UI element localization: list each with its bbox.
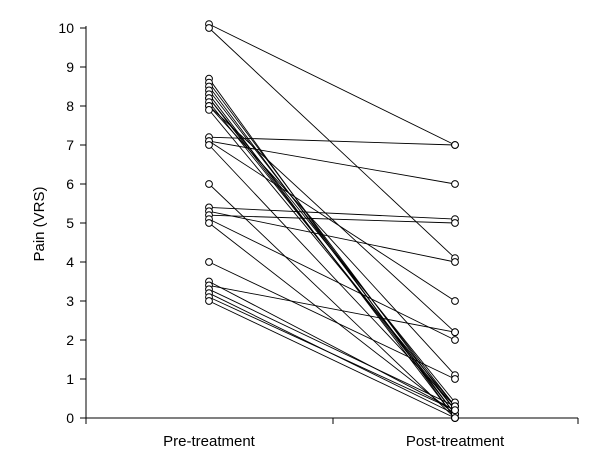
y-tick-label: 8: [66, 98, 74, 114]
y-axis-title: Pain (VRS): [31, 186, 48, 261]
data-point: [451, 258, 459, 266]
data-point: [205, 219, 213, 227]
x-category-label: Pre-treatment: [163, 433, 256, 450]
series-line: [208, 206, 456, 220]
y-tick-label: 10: [58, 20, 74, 36]
series-line: [208, 140, 456, 302]
series-line: [208, 296, 456, 411]
series-line: [208, 261, 456, 380]
data-point: [451, 141, 459, 149]
series-line: [208, 136, 456, 146]
series-line: [208, 97, 456, 403]
series-line: [208, 23, 456, 146]
series-line: [208, 300, 456, 419]
y-tick-label: 0: [66, 410, 74, 426]
y-tick-label: 2: [66, 332, 74, 348]
data-point: [205, 258, 213, 266]
series-line: [208, 281, 456, 411]
series-line: [208, 105, 456, 376]
series-line: [208, 210, 456, 263]
series-line: [208, 90, 456, 407]
data-point: [451, 336, 459, 344]
data-point: [451, 375, 459, 383]
data-point: [451, 414, 459, 422]
series-line: [208, 101, 456, 411]
y-tick-label: 6: [66, 176, 74, 192]
data-points-layer: [205, 20, 459, 422]
series-line: [208, 144, 456, 407]
series-lines-layer: [208, 23, 456, 419]
data-point: [451, 180, 459, 188]
x-category-label: Post-treatment: [406, 433, 505, 450]
series-line: [208, 140, 456, 185]
series-line: [208, 288, 456, 407]
series-line: [208, 218, 456, 341]
series-line: [208, 82, 456, 411]
data-point: [451, 406, 459, 415]
y-tick-label: 4: [66, 254, 74, 270]
series-line: [208, 284, 456, 333]
series-line: [208, 214, 456, 224]
data-point: [205, 180, 213, 188]
y-tick-label: 9: [66, 59, 74, 75]
series-line: [208, 109, 456, 407]
series-line: [208, 183, 456, 419]
axes-layer: [80, 26, 579, 424]
y-tick-label: 5: [66, 215, 74, 231]
data-point: [451, 219, 459, 227]
series-line: [208, 27, 456, 259]
y-tick-label: 7: [66, 137, 74, 153]
data-point: [205, 141, 213, 149]
data-point: [205, 106, 213, 114]
series-line: [208, 222, 456, 415]
y-tick-label: 3: [66, 293, 74, 309]
labels-layer: 0 1 2 3 4 5 6 7 8 9 10 Pre-treatment Post-treatment P…: [31, 20, 505, 450]
data-point: [205, 297, 213, 305]
data-point: [451, 297, 459, 305]
y-tick-label: 1: [66, 371, 74, 387]
data-point: [205, 24, 213, 32]
data-point: [451, 328, 459, 337]
